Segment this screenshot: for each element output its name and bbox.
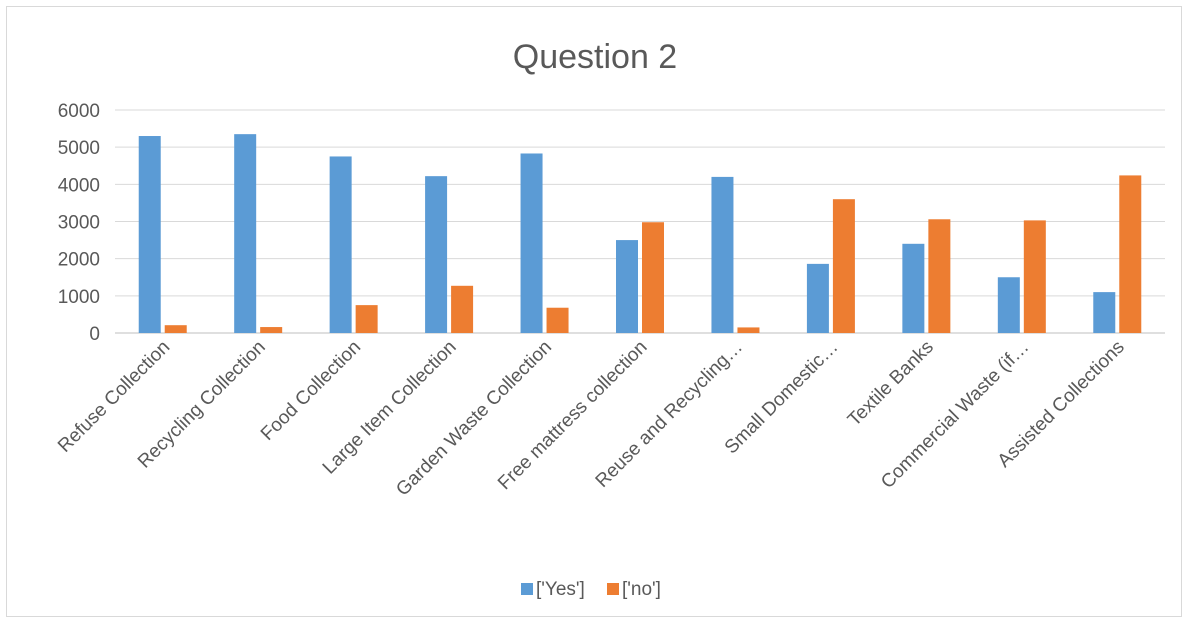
bar-yes [425,176,448,333]
bar-yes [616,240,638,333]
bar-no [546,307,569,333]
y-tick-label: 2000 [58,250,100,271]
y-tick-label: 5000 [58,138,100,159]
bar-no [1023,220,1046,333]
x-category-label: Textile Banks [844,337,938,431]
chart-title: Question 2 [513,38,677,76]
y-axis-ticks: 0 1000 2000 3000 4000 5000 6000 [58,101,100,345]
x-category-label: Food Collection [257,337,365,445]
bar-no [832,199,855,333]
bar-yes [1093,292,1116,333]
x-category-label: Garden Waste Collection [392,337,556,501]
legend-label: ['no'] [622,579,661,600]
y-tick-label: 4000 [58,175,100,196]
bar-no [451,285,474,333]
bar-yes [806,263,829,333]
legend-swatch [607,583,619,595]
chart-area [6,6,1182,617]
bar-no [164,325,187,333]
bar-no [642,222,664,333]
bar-yes [902,243,925,333]
bar-yes [520,153,543,333]
y-tick-label: 1000 [58,287,100,308]
bar-no [928,219,951,333]
bars [138,134,1142,333]
legend-label: ['Yes'] [536,579,585,600]
bar-yes [711,176,734,333]
bar-no [737,327,760,333]
y-tick-label: 6000 [58,101,100,122]
y-tick-label: 3000 [58,213,100,234]
legend-swatch [521,583,533,595]
bar-yes [234,134,257,333]
bar-yes [329,156,352,333]
bar-yes [138,136,161,333]
gridlines [115,109,1165,334]
legend: ['Yes'] ['no'] [521,579,661,600]
bar-no [260,327,283,333]
bar-no [1119,175,1142,333]
bar-yes [997,277,1020,333]
y-tick-label: 0 [89,324,100,345]
bar-no [355,305,378,333]
